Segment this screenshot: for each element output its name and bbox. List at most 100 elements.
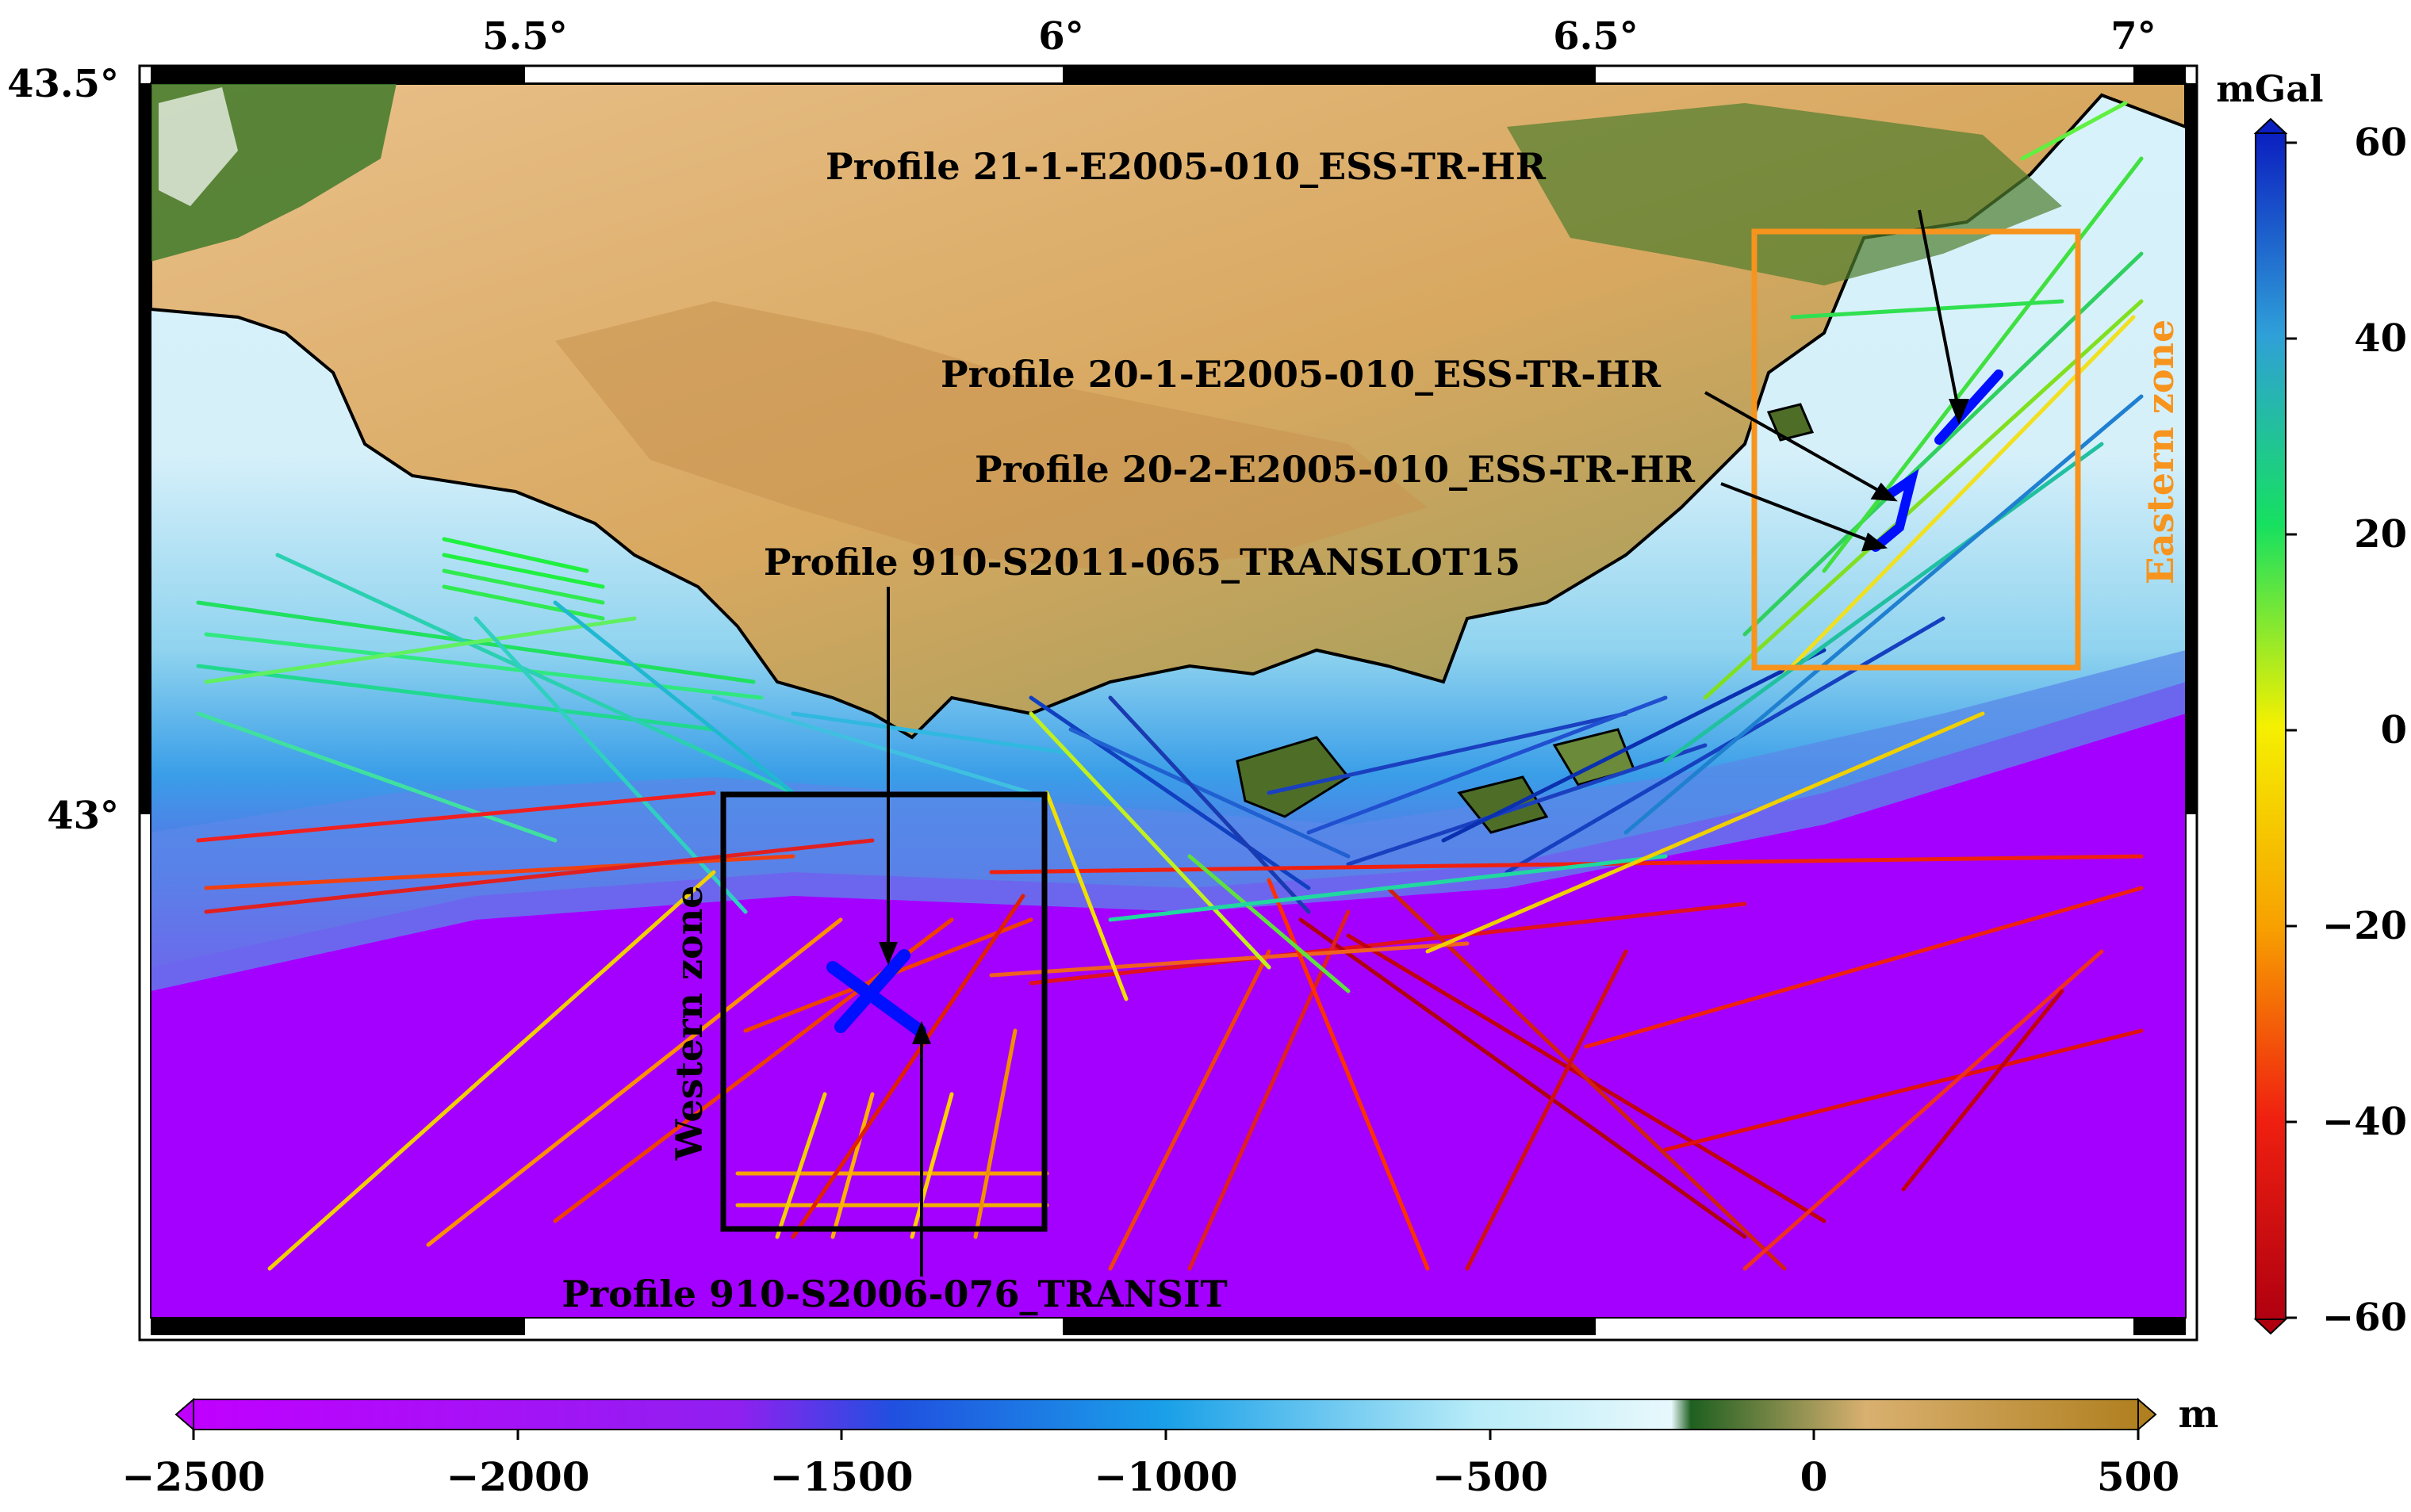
- top-axis-label-3: 6.5°: [1553, 14, 1639, 59]
- profile-20-line: [1871, 469, 1919, 552]
- ship-track-line: [442, 553, 605, 589]
- western-zone-label: Western zone: [668, 886, 711, 1162]
- ship-track-line: [830, 1092, 875, 1239]
- slope-band: [151, 650, 2186, 991]
- left-axis-label-2: 43°: [47, 794, 119, 838]
- bathymetry-colorbar: m −2500 −2000 −1500 −1000 −500 0 500: [121, 1392, 2218, 1500]
- gravity-tick-0: 0: [2381, 708, 2407, 752]
- ship-track-line: [275, 553, 795, 795]
- highlighted-profiles: [826, 369, 2003, 1037]
- ship-track-line: [775, 1092, 827, 1239]
- annotation-arrows: [879, 209, 1969, 1277]
- gravity-tick-m60: −60: [2322, 1296, 2407, 1340]
- ship-track-line: [442, 568, 605, 605]
- ship-track-line: [1045, 790, 1129, 1001]
- top-axis-label-4: 7°: [2110, 14, 2156, 59]
- gravity-scale-bar: [2255, 132, 2286, 1320]
- eastern-zone-box: [1751, 228, 2081, 671]
- ship-track-line: [1584, 886, 2144, 1049]
- lake-white: [159, 87, 238, 206]
- ship-track-line: [1029, 711, 1271, 970]
- profile-910-translot-line: [834, 949, 910, 1033]
- bathy-scale-bar: [193, 1399, 2139, 1430]
- bathy-tick-m2500: −2500: [121, 1453, 265, 1500]
- western-zone-box: [720, 791, 1048, 1232]
- ship-track-line: [1742, 949, 2104, 1271]
- profile-21-1-line: [1934, 369, 2003, 445]
- ship-track-line: [1703, 299, 2144, 700]
- ship-track-line: [1108, 695, 1311, 914]
- annotation-profile-910-transit: Profile 910-S2006-076_TRANSIT: [562, 1273, 1227, 1315]
- ship-track-line: [989, 941, 1470, 978]
- ship-track-line: [1425, 711, 1985, 954]
- ship-track-line: [989, 854, 2144, 875]
- ship-track-line: [1029, 695, 1311, 890]
- gravity-tick-m40: −40: [2322, 1100, 2407, 1144]
- ship-track-line: [426, 917, 843, 1247]
- ship-track-line: [204, 616, 637, 684]
- ship-track-line: [204, 854, 795, 890]
- bathy-tick-m1000: −1000: [1094, 1453, 1237, 1500]
- ship-tracks: [196, 101, 2144, 1271]
- ship-track-line: [1267, 711, 1628, 795]
- left-axis: 43.5° 43°: [7, 62, 119, 838]
- ship-track-line: [1187, 909, 1351, 1271]
- annotation-profile-20-2: Profile 20-2-E2005-010_ESS-TR-HR: [975, 448, 1696, 491]
- bathy-tick-0: 0: [1800, 1453, 1828, 1500]
- left-axis-label-1: 43.5°: [7, 62, 119, 106]
- top-axis-label-2: 6°: [1038, 14, 1083, 59]
- ship-track-line: [1465, 949, 1628, 1271]
- gravity-tick-m20: −20: [2322, 904, 2407, 948]
- ship-track-line: [1663, 442, 2104, 764]
- ship-track-line: [267, 870, 716, 1271]
- ship-track-line: [442, 537, 589, 573]
- ship-track-line: [1901, 989, 2064, 1192]
- ship-track-line: [1441, 648, 1826, 843]
- ship-track-line: [553, 600, 795, 795]
- top-axis-label-1: 5.5°: [482, 14, 568, 59]
- map-area: [151, 83, 2186, 1318]
- ship-track-line: [910, 1092, 954, 1239]
- ship-track-line: [1029, 901, 1747, 986]
- ship-track-line: [1822, 156, 2144, 573]
- gravity-tick-20: 20: [2354, 512, 2407, 557]
- island-4: [1766, 403, 1815, 442]
- ship-track-line: [1108, 949, 1271, 1271]
- ship-track-line: [791, 894, 1025, 1239]
- bathy-tick-m2000: −2000: [446, 1453, 589, 1500]
- ship-track-line: [973, 1028, 1018, 1239]
- ship-track-line: [196, 711, 558, 843]
- ship-track-line: [1623, 394, 2144, 835]
- ship-track-line: [1790, 299, 2064, 320]
- gravity-max-triangle: [2253, 117, 2288, 134]
- ship-track-line: [196, 790, 716, 843]
- profile-910-transit-line: [826, 961, 926, 1037]
- annotation-profile-21-1: Profile 21-1-E2005-010_ESS-TR-HR: [826, 145, 1547, 188]
- bathy-tick-m1500: −1500: [769, 1453, 913, 1500]
- ship-track-line: [1346, 743, 1708, 867]
- ship-track-line: [204, 632, 764, 700]
- ship-track-line: [442, 584, 605, 621]
- ship-track-line: [1187, 854, 1351, 993]
- annotations: Profile 21-1-E2005-010_ESS-TR-HR Profile…: [562, 145, 1695, 1315]
- bathy-max-triangle: [2137, 1397, 2157, 1432]
- ship-track-line: [196, 664, 716, 732]
- ship-track-line: [204, 838, 875, 914]
- gravity-tick-40: 40: [2354, 316, 2407, 361]
- map-frame: [138, 64, 2198, 1342]
- island-1: [1236, 736, 1351, 818]
- eastern-zone-label: Eastern zone: [2139, 320, 2182, 585]
- bathy-tick-500: 500: [2097, 1453, 2179, 1500]
- ship-track-line: [711, 695, 1033, 795]
- ship-track-line: [2020, 101, 2128, 161]
- ship-track-line: [1298, 917, 1747, 1239]
- land-green-east: [1507, 103, 2062, 285]
- annotation-profile-20-1: Profile 20-1-E2005-010_ESS-TR-HR: [941, 353, 1662, 396]
- bathy-unit: m: [2179, 1392, 2219, 1437]
- land-ridge: [555, 301, 1428, 571]
- ship-track-line: [1504, 616, 1945, 875]
- gravity-unit: mGal: [2216, 67, 2323, 110]
- gravity-colorbar: mGal 60 40 20 0 −20 −40 −60: [2216, 67, 2407, 1340]
